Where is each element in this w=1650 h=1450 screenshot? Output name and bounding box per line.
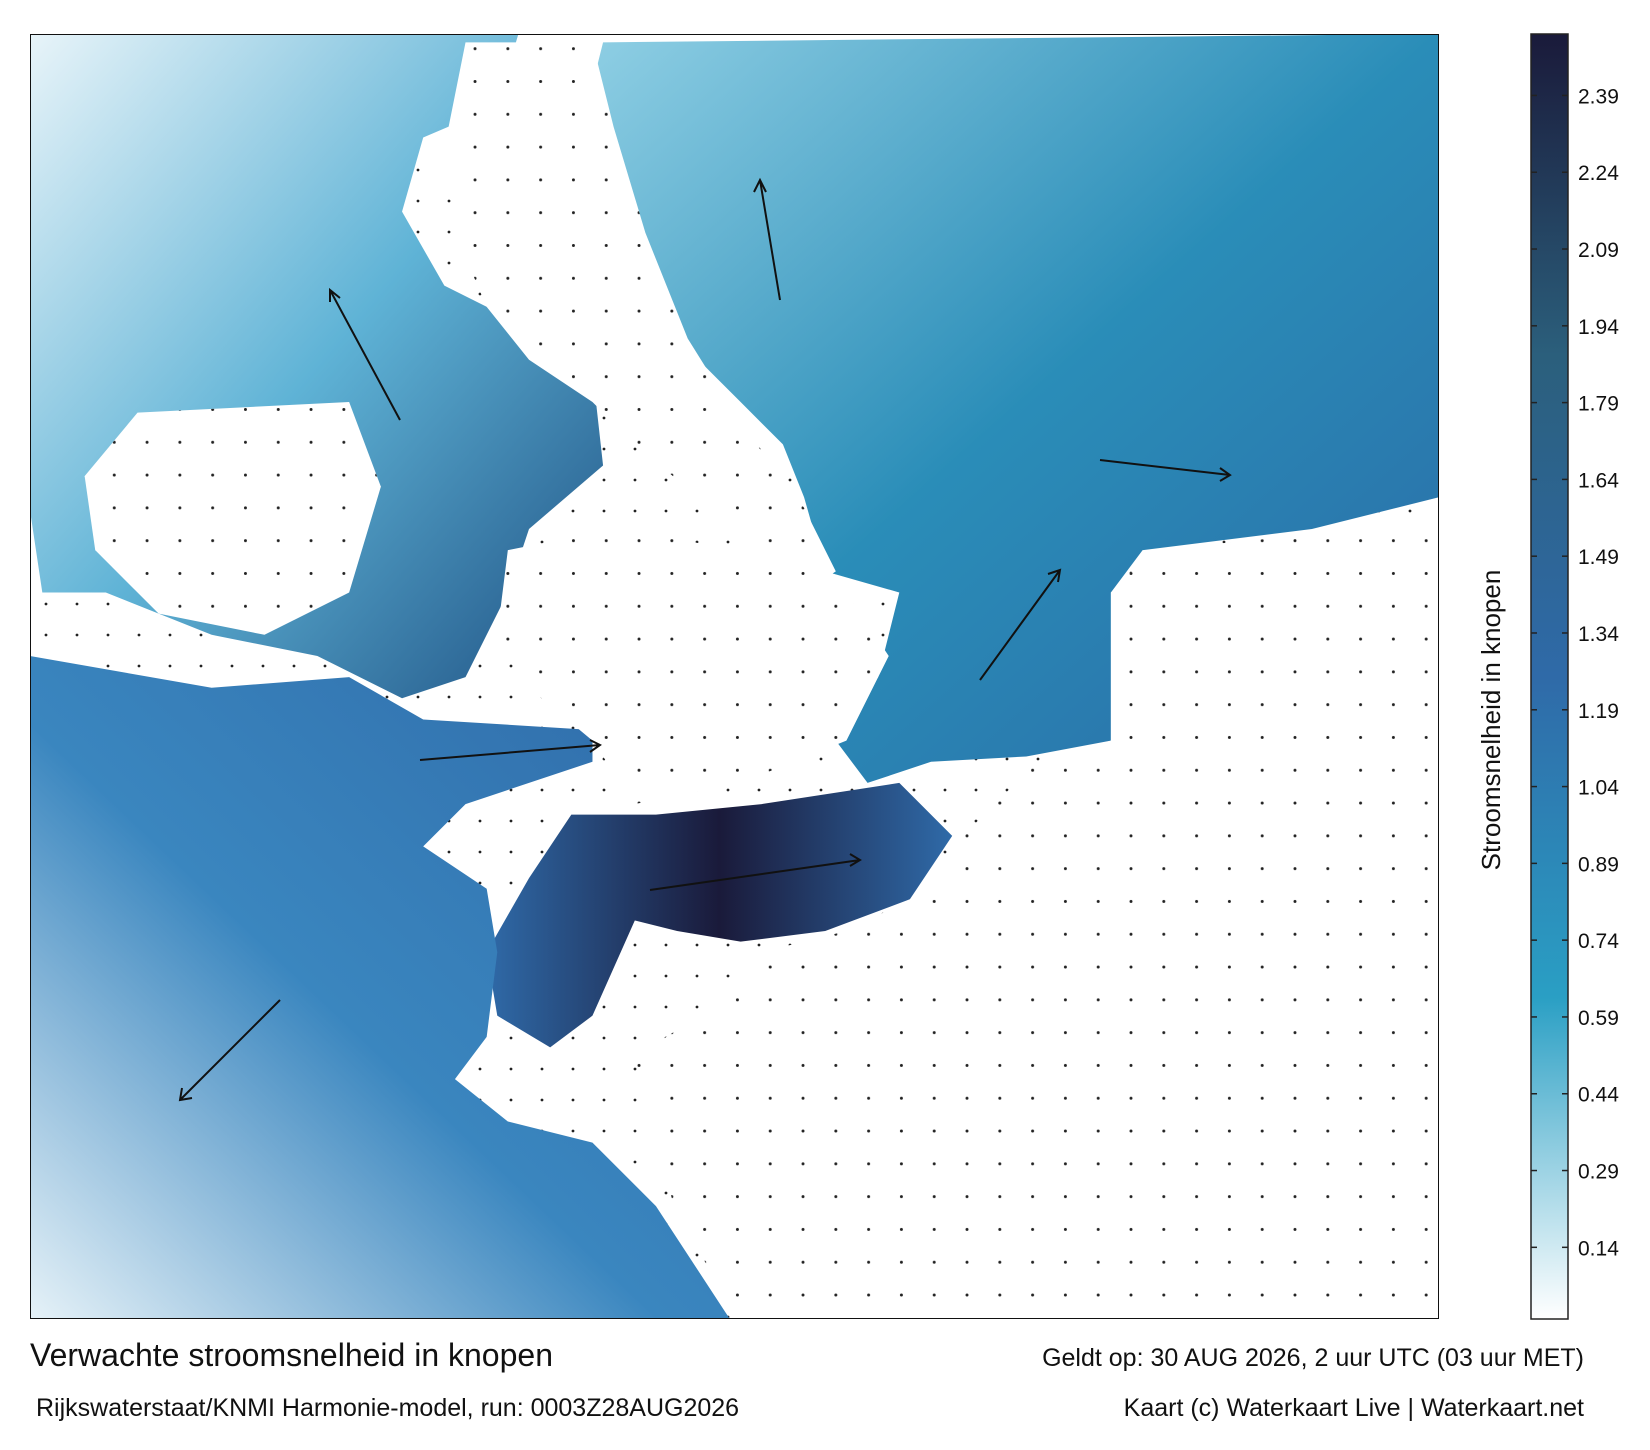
arrow — [649, 853, 862, 891]
land-west — [84, 402, 381, 635]
colorbar-tick-label: 0.29 — [1578, 1161, 1619, 1184]
colorbar-tick-label: 0.14 — [1578, 1237, 1619, 1260]
land-middle — [497, 529, 889, 805]
colorbar-label: Stroomsnelheid in knopen — [1476, 570, 1506, 871]
colorbar-tick-label: 1.49 — [1578, 546, 1619, 569]
arrow — [1099, 459, 1232, 482]
water-channel — [486, 782, 953, 1048]
current-arrows — [178, 177, 1232, 1102]
water-southwest — [30, 656, 730, 1319]
colorbar-tick-label: 1.64 — [1578, 469, 1619, 492]
land-central — [444, 42, 836, 593]
colorbar-tick-label: 1.04 — [1578, 777, 1619, 800]
colorbar-tick-label: 2.09 — [1578, 239, 1619, 262]
colorbar-tick-label: 2.39 — [1578, 85, 1619, 108]
water — [30, 34, 1439, 1319]
colorbar-tick-label: 1.94 — [1578, 316, 1619, 339]
footer-valid: Geldt op: 30 AUG 2026, 2 uur UTC (03 uur… — [1042, 1344, 1584, 1372]
water-north — [592, 34, 1439, 783]
footer-title: Verwachte stroomsnelheid in knopen — [30, 1337, 553, 1373]
footer-model: Rijkswaterstaat/KNMI Harmonie-model, run… — [36, 1394, 739, 1422]
map — [30, 34, 1439, 1319]
colorbar-tick-label: 1.34 — [1578, 623, 1619, 646]
land — [84, 42, 1439, 1319]
colorbar — [1530, 33, 1569, 1320]
colorbar-tick-label: 1.19 — [1578, 700, 1619, 723]
colorbar-tick-label: 0.44 — [1578, 1084, 1619, 1107]
arrow — [178, 999, 281, 1102]
arrow — [979, 568, 1062, 681]
colorbar-tick-label: 1.79 — [1578, 393, 1619, 416]
colorbar-tick-label: 0.59 — [1578, 1007, 1619, 1030]
arrow — [329, 287, 401, 421]
colorbar-tick-label: 2.24 — [1578, 162, 1619, 185]
colorbar-tick-label: 0.74 — [1578, 930, 1619, 953]
arrow — [419, 739, 602, 761]
land-east — [634, 507, 1439, 1319]
arrow — [753, 177, 781, 301]
colorbar-tick-label: 0.89 — [1578, 853, 1619, 876]
footer-credit: Kaart (c) Waterkaart Live | Waterkaart.n… — [1124, 1394, 1584, 1422]
